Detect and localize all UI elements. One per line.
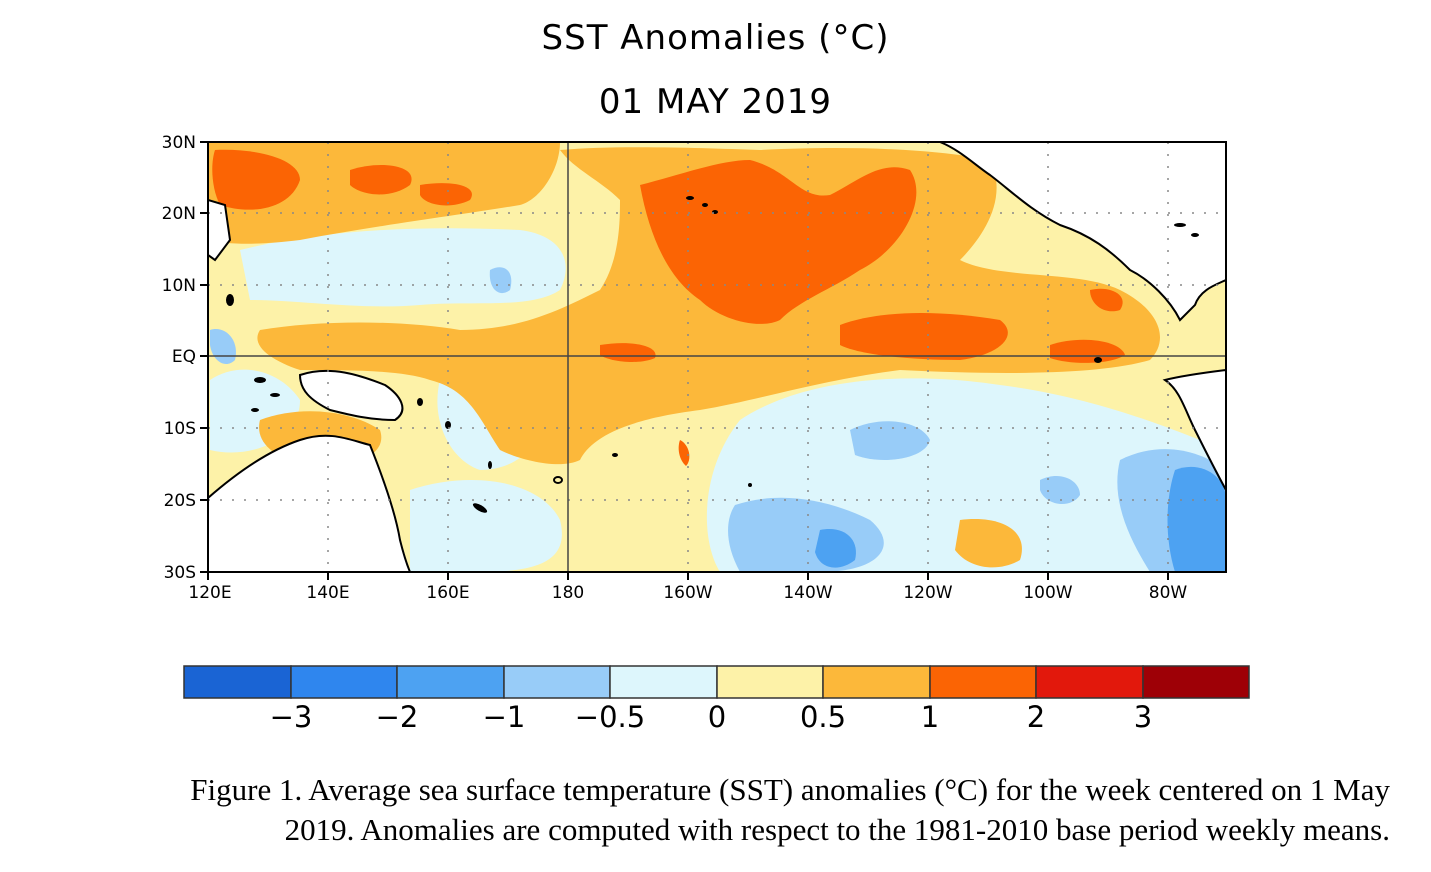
anomaly-field — [208, 142, 1226, 572]
lon-tick-label: 120W — [903, 583, 952, 603]
field-neg-large — [815, 529, 856, 568]
reference-lines — [208, 142, 1226, 572]
field-neg-mid — [489, 267, 512, 294]
field-pos-large — [420, 183, 472, 206]
colorbar-swatch — [290, 665, 398, 699]
lon-tick-label: 180 — [552, 583, 584, 603]
colorbar-swatch — [1142, 665, 1250, 699]
field-pos-mid — [955, 519, 1022, 568]
colorbar-swatch — [396, 665, 505, 699]
colorbar-label: −1 — [483, 700, 526, 734]
colorbar-label: −2 — [376, 700, 419, 734]
colorbar-swatch — [716, 665, 824, 699]
map-title: SST Anomalies (°C) — [541, 18, 890, 58]
lat-tick-label: 10S — [164, 419, 196, 439]
lon-axis: 120E 140E 160E 180 160W 140W 120W 100W 8… — [188, 583, 1187, 603]
colorbar-swatch — [1035, 665, 1144, 699]
australia — [208, 434, 412, 572]
field-pos-large — [840, 313, 1008, 360]
lon-tick-label: 160W — [663, 583, 712, 603]
lat-tick-label: 10N — [162, 276, 196, 296]
colorbar-labels: −3 −2 −1 −0.5 0 0.5 1 2 3 — [270, 700, 1153, 734]
sst-anomaly-map: 30N 20N 10N EQ 10S 20S 30S 120E 140E 160… — [162, 133, 1250, 734]
field-pos-large — [212, 149, 300, 210]
lon-tick-label: 140E — [306, 583, 349, 603]
lat-tick-label: 30N — [162, 133, 196, 153]
field-neg-mid — [850, 421, 930, 460]
colorbar-swatch — [503, 665, 611, 699]
field-pos-large — [350, 165, 412, 195]
figure-caption: Figure 1. Average sea surface temperatur… — [40, 770, 1390, 850]
colorbar-label: 2 — [1027, 700, 1045, 734]
new-guinea — [298, 369, 404, 422]
field-pos-large — [640, 160, 917, 324]
land — [208, 142, 1226, 572]
graticule — [208, 142, 1226, 572]
colorbar-label: 3 — [1134, 700, 1152, 734]
field-neg-small — [240, 228, 566, 307]
lon-tick-label: 100W — [1023, 583, 1072, 603]
axis-ticks — [200, 141, 1169, 580]
lon-tick-label: 140W — [783, 583, 832, 603]
caption-line: Figure 1. Average sea surface temperatur… — [190, 772, 1390, 807]
field-neg-mid — [1040, 475, 1080, 505]
colorbar-swatch — [609, 665, 718, 699]
colorbar-swatch — [822, 665, 931, 699]
field-pos-large — [600, 343, 656, 362]
field-pos-large — [1050, 339, 1125, 363]
colorbar-label: 0 — [708, 700, 726, 734]
islands — [226, 196, 1199, 513]
lat-axis: 30N 20N 10N EQ 10S 20S 30S — [162, 133, 196, 583]
map-date: 01 MAY 2019 — [598, 82, 833, 122]
lat-tick-label: 20S — [164, 491, 196, 511]
philippines-area — [208, 198, 232, 262]
caption-line: 2019. Anomalies are computed with respec… — [284, 812, 1390, 847]
lon-tick-label: 160E — [426, 583, 469, 603]
colorbar-label: 1 — [921, 700, 939, 734]
colorbar-label: 0.5 — [800, 700, 846, 734]
colorbar-label: −3 — [270, 700, 313, 734]
field-pos-large — [1090, 288, 1123, 312]
colorbar-label: −0.5 — [575, 700, 645, 734]
lat-tick-label: 20N — [162, 204, 196, 224]
colorbar-swatch — [183, 665, 292, 699]
north-america — [939, 142, 1226, 322]
lat-tick-label: 30S — [164, 563, 196, 583]
field-pos-large — [678, 440, 690, 466]
field-neg-large — [1167, 466, 1226, 572]
south-america — [1162, 368, 1226, 572]
lon-tick-label: 120E — [188, 583, 231, 603]
colorbar — [183, 665, 1250, 699]
lon-tick-label: 80W — [1149, 583, 1188, 603]
lat-tick-label: EQ — [172, 347, 196, 367]
colorbar-swatch — [929, 665, 1037, 699]
